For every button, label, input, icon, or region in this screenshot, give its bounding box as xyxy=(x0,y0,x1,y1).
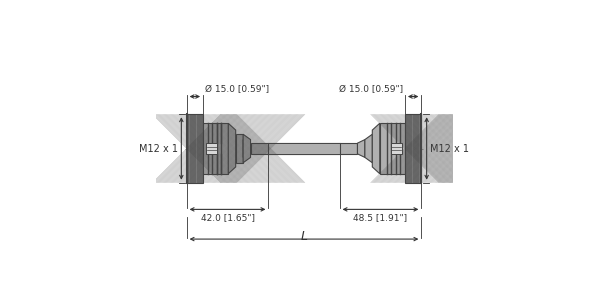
Bar xyxy=(206,143,217,154)
Polygon shape xyxy=(243,140,250,157)
Polygon shape xyxy=(243,134,250,163)
Text: M12 x 1: M12 x 1 xyxy=(430,143,469,154)
Polygon shape xyxy=(372,123,380,174)
Text: 42.0 [1.65"]: 42.0 [1.65"] xyxy=(201,213,255,222)
Bar xyxy=(250,143,268,154)
Bar xyxy=(203,123,228,174)
Bar xyxy=(391,143,402,154)
Bar xyxy=(405,114,421,183)
Bar xyxy=(187,114,203,183)
Text: 48.5 [1.91"]: 48.5 [1.91"] xyxy=(353,213,407,222)
Text: L: L xyxy=(300,230,308,243)
Bar xyxy=(380,123,405,174)
Polygon shape xyxy=(358,140,365,157)
Bar xyxy=(340,143,358,154)
Text: Ø 15.0 [0.59"]: Ø 15.0 [0.59"] xyxy=(339,85,404,94)
Text: M12 x 1: M12 x 1 xyxy=(139,143,178,154)
Bar xyxy=(236,134,243,163)
Polygon shape xyxy=(365,134,372,163)
Text: Ø 15.0 [0.59"]: Ø 15.0 [0.59"] xyxy=(204,85,269,94)
Polygon shape xyxy=(228,123,236,174)
